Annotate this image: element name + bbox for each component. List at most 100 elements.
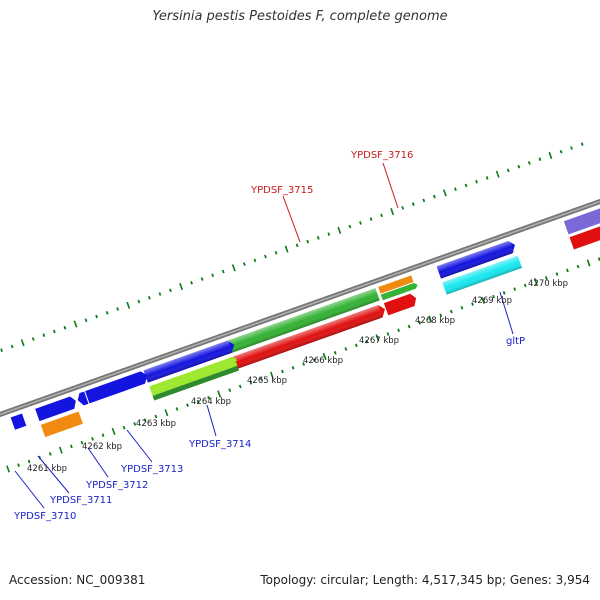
tick-mark [20, 339, 25, 347]
tick-mark [523, 283, 527, 288]
tick-mark [492, 294, 495, 299]
tick-mark [91, 437, 94, 441]
tick-mark [52, 329, 56, 334]
tick-mark [411, 202, 415, 207]
cds-feature [35, 396, 76, 422]
cds-feature [40, 411, 83, 438]
tick-mark [533, 278, 538, 286]
tick-mark [259, 377, 263, 381]
callout-line [126, 429, 153, 463]
cds-feature [77, 391, 89, 406]
tick-mark [460, 305, 464, 310]
tick-mark [306, 239, 310, 244]
tick-mark [270, 371, 274, 379]
kbp-label: 4265 kbp [247, 376, 287, 386]
kbp-label: 4261 kbp [27, 464, 67, 474]
map-title: Yersinia pestis Pestoides F, complete ge… [152, 9, 448, 24]
tick-mark [527, 161, 531, 165]
tick-mark [175, 407, 179, 411]
cds-feature [569, 212, 600, 250]
tick-mark [513, 287, 517, 291]
kbp-label: 4263 kbp [136, 419, 176, 429]
tick-mark [17, 463, 20, 467]
tick-mark [464, 183, 468, 188]
tick-mark [506, 168, 510, 173]
tick-mark [10, 344, 14, 349]
tick-mark [264, 254, 267, 259]
tick-mark [95, 314, 98, 319]
tick-mark [274, 250, 278, 255]
cds-feature [150, 361, 238, 396]
tick-mark [179, 282, 183, 291]
tick-mark [58, 446, 63, 454]
tick-mark [228, 388, 232, 393]
tick-mark [375, 334, 380, 342]
tick-mark [122, 425, 126, 430]
tick-mark [327, 232, 331, 236]
tick-mark [418, 321, 422, 325]
tick-mark [559, 149, 563, 154]
tick-mark [548, 151, 553, 160]
tick-mark [566, 268, 569, 273]
kbp-label: 4264 kbp [191, 397, 231, 407]
tick-mark [291, 365, 295, 370]
kbp-label: 4270 kbp [528, 279, 568, 289]
tick-mark [302, 362, 305, 366]
callout-line [87, 447, 109, 478]
tick-mark [281, 369, 284, 374]
callout-line [499, 291, 514, 335]
tick-mark [27, 459, 31, 464]
tick-mark [116, 307, 120, 311]
tick-mark [200, 277, 204, 281]
kbp-label: 4267 kbp [359, 336, 399, 346]
tick-mark [105, 310, 109, 315]
tick-mark [190, 281, 193, 285]
cds-feature [563, 196, 600, 235]
callout-line [37, 455, 70, 494]
tick-row-lower [6, 257, 600, 473]
tick-mark [538, 157, 542, 162]
tick-mark [48, 452, 52, 456]
tick-mark [517, 164, 521, 169]
tick-mark [73, 320, 78, 328]
tick-mark [386, 332, 390, 336]
tick-mark [63, 325, 67, 330]
callout-line [282, 195, 301, 243]
tick-mark [481, 296, 485, 304]
gene-label: YPDSF_3714 [188, 439, 251, 450]
kbp-label: 4266 kbp [303, 356, 343, 366]
cds-feature [10, 413, 27, 430]
kbp-label: 4269 kbp [472, 296, 512, 306]
tick-mark [284, 245, 289, 253]
kbp-label: 4262 kbp [82, 442, 122, 452]
tick-mark [439, 313, 443, 318]
gene-label: gltP [506, 336, 525, 347]
tick-mark [390, 208, 395, 216]
tick-mark [137, 299, 141, 304]
tick-mark [316, 235, 320, 240]
tick-mark [348, 224, 352, 229]
gene-label: YPDSF_3713 [120, 464, 183, 475]
kbp-label: 4268 kbp [415, 316, 455, 326]
tick-mark [555, 272, 559, 276]
gene-label: YPDSF_3712 [85, 480, 148, 491]
gene-label: YPDSF_3716 [350, 150, 413, 161]
tick-mark [133, 422, 137, 426]
tick-mark [333, 350, 337, 355]
tick-mark [253, 258, 257, 263]
tick-mark [401, 206, 405, 210]
cds-feature [149, 356, 238, 392]
cds-feature [378, 275, 414, 294]
tick-mark [337, 226, 342, 234]
tick-mark [544, 276, 548, 280]
tick-mark [449, 309, 453, 314]
gene-label: YPDSF_3710 [13, 511, 76, 522]
tick-mark [101, 433, 105, 438]
tick-mark [211, 273, 215, 278]
tick-mark [442, 189, 447, 197]
tick-mark [196, 399, 200, 404]
tick-mark [154, 414, 158, 419]
tick-mark [80, 440, 84, 445]
tick-mark [126, 301, 131, 309]
tick-mark [312, 358, 316, 363]
